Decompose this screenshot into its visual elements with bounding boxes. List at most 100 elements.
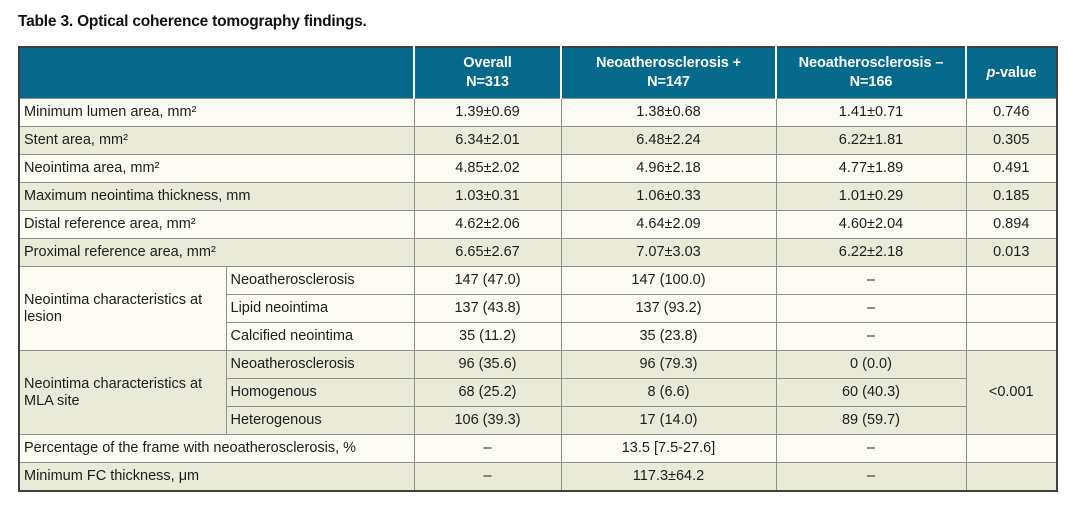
cell-neo-pos: 1.38±0.68	[560, 98, 777, 127]
cell-overall: 4.62±2.06	[413, 210, 562, 239]
cell-neo-neg: 60 (40.3)	[775, 378, 967, 407]
table-caption: Table 3. Optical coherence tomography fi…	[18, 13, 367, 30]
cell-p-value: 0.305	[965, 126, 1058, 155]
cell-neo-pos: 7.07±3.03	[560, 238, 777, 267]
col-header-overall-line2: N=313	[466, 74, 509, 90]
cell-overall: 1.03±0.31	[413, 182, 562, 211]
cell-neo-pos: 4.64±2.09	[560, 210, 777, 239]
table-row: Percentage of the frame with neoatherosc…	[18, 434, 1058, 463]
col-header-empty	[19, 47, 414, 99]
cell-overall: –	[413, 462, 562, 492]
cell-overall: 35 (11.2)	[413, 322, 562, 351]
cell-overall: 147 (47.0)	[413, 266, 562, 295]
cell-neo-neg: –	[775, 434, 967, 463]
cell-neo-neg: 89 (59.7)	[775, 406, 967, 435]
col-header-neo-neg-line2: N=166	[849, 74, 893, 90]
cell-overall: 106 (39.3)	[413, 406, 562, 435]
table-row: Minimum lumen area, mm² 1.39±0.69 1.38±0…	[18, 98, 1058, 127]
col-header-p-value: p-value	[965, 47, 1057, 99]
row-label: Percentage of the frame with neoatherosc…	[18, 434, 415, 463]
cell-overall: 4.85±2.02	[413, 154, 562, 183]
p-value-rest: -value	[995, 64, 1037, 81]
cell-neo-pos: 117.3±64.2	[560, 462, 777, 492]
cell-neo-pos: 1.06±0.33	[560, 182, 777, 211]
row-sublabel: Lipid neointima	[225, 294, 415, 323]
cell-neo-neg: 4.60±2.04	[775, 210, 967, 239]
table-row: Calcified neointima 35 (11.2) 35 (23.8) …	[19, 322, 1058, 351]
cell-neo-pos: 6.48±2.24	[560, 126, 777, 155]
table-row: Neointima area, mm² 4.85±2.02 4.96±2.18 …	[18, 154, 1058, 183]
cell-neo-pos: 17 (14.0)	[560, 406, 777, 435]
cell-neo-neg: –	[775, 322, 967, 351]
col-header-neo-neg: Neoatherosclerosis – N=166	[775, 47, 966, 99]
col-header-neo-pos-line2: N=147	[647, 74, 690, 90]
cell-p-value	[965, 434, 1058, 463]
row-label: Distal reference area, mm²	[18, 210, 415, 239]
row-label: Neointima area, mm²	[18, 154, 415, 183]
row-sublabel: Homogenous	[225, 378, 415, 407]
row-sublabel: Calcified neointima	[225, 322, 415, 351]
cell-overall: 137 (43.8)	[413, 294, 562, 323]
col-header-neo-neg-line1: Neoatherosclerosis –	[798, 55, 944, 71]
cell-neo-neg: 4.77±1.89	[775, 154, 967, 183]
cell-overall: 96 (35.6)	[413, 350, 562, 379]
col-header-neo-pos-line1: Neoatherosclerosis +	[595, 55, 742, 71]
cell-p-value-merged: <0.001	[965, 350, 1058, 435]
oct-findings-table: Overall N=313 Neoatherosclerosis + N=147…	[18, 46, 1058, 492]
col-header-overall-line1: Overall	[463, 55, 512, 71]
table-row: Heterogenous 106 (39.3) 17 (14.0) 89 (59…	[19, 406, 1057, 435]
row-group-label: Neointima characteristics at MLA site	[18, 350, 227, 435]
header-row: Overall N=313 Neoatherosclerosis + N=147…	[19, 47, 1057, 99]
cell-neo-pos: 147 (100.0)	[560, 266, 777, 295]
cell-neo-pos: 96 (79.3)	[560, 350, 777, 379]
table-row: Lipid neointima 137 (43.8) 137 (93.2) –	[19, 294, 1058, 323]
cell-neo-pos: 35 (23.8)	[560, 322, 777, 351]
cell-p-value: 0.185	[965, 182, 1058, 211]
col-header-overall: Overall N=313	[413, 47, 561, 99]
cell-neo-neg: 1.41±0.71	[775, 98, 967, 127]
row-label: Maximum neointima thickness, mm	[18, 182, 415, 211]
row-sublabel: Neoatherosclerosis	[225, 350, 415, 379]
row-sublabel: Neoatherosclerosis	[225, 266, 415, 295]
cell-neo-neg: –	[775, 462, 967, 492]
cell-neo-neg: 6.22±2.18	[775, 238, 967, 267]
table-row: Stent area, mm² 6.34±2.01 6.48±2.24 6.22…	[18, 126, 1058, 155]
cell-overall: 1.39±0.69	[413, 98, 562, 127]
cell-overall: 68 (25.2)	[413, 378, 562, 407]
cell-p-value	[965, 322, 1058, 351]
cell-neo-neg: 1.01±0.29	[775, 182, 967, 211]
cell-p-value	[965, 294, 1058, 323]
cell-neo-neg: 0 (0.0)	[775, 350, 967, 379]
table-row: Minimum FC thickness, μm – 117.3±64.2 –	[18, 462, 1058, 492]
p-value-italic: p	[986, 64, 996, 81]
cell-p-value	[965, 462, 1058, 492]
cell-overall: 6.34±2.01	[413, 126, 562, 155]
cell-p-value: 0.491	[965, 154, 1058, 183]
cell-overall: –	[413, 434, 562, 463]
cell-neo-pos: 137 (93.2)	[560, 294, 777, 323]
table-row: Maximum neointima thickness, mm 1.03±0.3…	[18, 182, 1058, 211]
table-row: Homogenous 68 (25.2) 8 (6.6) 60 (40.3)	[19, 378, 1057, 407]
col-header-neo-pos: Neoatherosclerosis + N=147	[560, 47, 776, 99]
cell-neo-neg: –	[775, 266, 967, 295]
cell-neo-pos: 4.96±2.18	[560, 154, 777, 183]
row-group-label: Neointima characteristics at lesion	[18, 266, 227, 351]
cell-neo-pos: 8 (6.6)	[560, 378, 777, 407]
row-label: Stent area, mm²	[18, 126, 415, 155]
cell-overall: 6.65±2.67	[413, 238, 562, 267]
row-label: Minimum lumen area, mm²	[18, 98, 415, 127]
cell-neo-pos: 13.5 [7.5-27.6]	[560, 434, 777, 463]
table-row: Distal reference area, mm² 4.62±2.06 4.6…	[18, 210, 1058, 239]
cell-neo-neg: 6.22±1.81	[775, 126, 967, 155]
row-label: Proximal reference area, mm²	[18, 238, 415, 267]
cell-neo-neg: –	[775, 294, 967, 323]
table-row: Proximal reference area, mm² 6.65±2.67 7…	[18, 238, 1058, 267]
row-label: Minimum FC thickness, μm	[18, 462, 415, 492]
row-sublabel: Heterogenous	[225, 406, 415, 435]
cell-p-value: 0.894	[965, 210, 1058, 239]
cell-p-value: 0.746	[965, 98, 1058, 127]
cell-p-value: 0.013	[965, 238, 1058, 267]
cell-p-value	[965, 266, 1058, 295]
table-row: Neointima characteristics at lesion Neoa…	[18, 266, 1058, 351]
